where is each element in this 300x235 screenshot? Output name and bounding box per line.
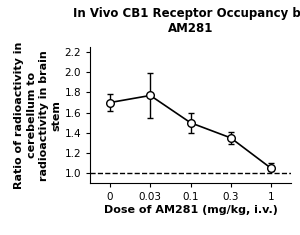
Y-axis label: Ratio of radioactivity in
cerebellum to
radioactivity in brain
stem: Ratio of radioactivity in cerebellum to …	[14, 41, 61, 189]
Text: In Vivo CB1 Receptor Occupancy by
AM281: In Vivo CB1 Receptor Occupancy by AM281	[73, 7, 300, 35]
X-axis label: Dose of AM281 (mg/kg, i.v.): Dose of AM281 (mg/kg, i.v.)	[103, 205, 278, 215]
